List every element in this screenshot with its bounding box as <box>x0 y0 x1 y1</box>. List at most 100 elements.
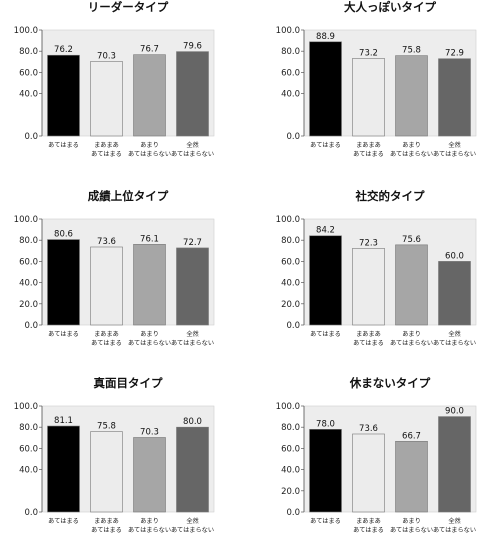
x-tick-label: あてはまる <box>310 142 341 149</box>
y-tick-label: 40.0 <box>281 279 300 289</box>
y-tick-label: 60.0 <box>19 257 38 267</box>
bar <box>309 41 342 137</box>
bar-chart-4: 社交的タイプ 0.0 20.0 40.0 60.0 80.0 100.0 84.2 あてはまる 7… <box>276 189 477 347</box>
x-tick-label: あてはまる <box>310 331 341 338</box>
x-tick-label: あまりあてはまらない <box>128 331 171 347</box>
data-label: 72.7 <box>183 238 202 248</box>
x-tick-label: あまりあてはまらない <box>390 142 433 158</box>
y-tick-label: 80.0 <box>281 47 300 57</box>
y-tick-label: 60.0 <box>281 444 300 454</box>
y-tick-label: 0.0 <box>286 321 300 331</box>
bar <box>133 54 166 137</box>
bar <box>47 54 80 137</box>
x-tick-label: まあまああてはまる <box>91 142 122 158</box>
y-tick-label: 60.0 <box>19 68 38 78</box>
bar <box>176 247 209 326</box>
x-tick-label: 全然あてはまらない <box>171 141 214 158</box>
y-tick-label: 100.0 <box>276 402 300 412</box>
x-tick-label: 全然あてはまらない <box>171 517 214 534</box>
y-tick-label: 60.0 <box>281 257 300 267</box>
x-tick-label: あてはまる <box>48 331 79 338</box>
data-label: 73.6 <box>97 237 116 247</box>
bar <box>90 61 123 137</box>
bar <box>309 235 342 326</box>
y-tick-label: 40.0 <box>19 279 38 289</box>
y-tick-label: 40.0 <box>281 90 300 100</box>
x-tick-label: あてはまる <box>48 518 79 525</box>
data-label: 70.3 <box>140 427 159 437</box>
data-label: 84.2 <box>316 226 335 236</box>
y-tick-label: 20.0 <box>281 487 300 497</box>
y-tick-label: 80.0 <box>281 236 300 246</box>
bar <box>352 433 385 513</box>
data-label: 78.0 <box>316 419 335 429</box>
chart-title: 大人っぽいタイプ <box>344 0 436 14</box>
y-tick-label: 40.0 <box>19 90 38 100</box>
data-label: 76.2 <box>54 45 73 55</box>
bar <box>47 425 80 513</box>
x-tick-label: 全然あてはまらない <box>433 141 476 158</box>
bar-chart-5: 真面目タイプ 0.0 40.0 60.0 80.0 100.0 81.1 あてはまる 75.8 ま… <box>14 376 215 534</box>
bar-chart-2: 大人っぽいタイプ 0.0 40.0 60.0 80.0 100.0 88.9 あてはまる 73.… <box>276 0 477 158</box>
x-tick-label: あまりあてはまらない <box>390 331 433 347</box>
y-tick-label: 60.0 <box>281 68 300 78</box>
data-label: 76.1 <box>140 234 159 244</box>
y-tick-label: 0.0 <box>24 321 38 331</box>
chart-title: リーダータイプ <box>88 0 169 14</box>
bar <box>438 261 471 326</box>
y-tick-label: 100.0 <box>14 402 38 412</box>
chart-title: 休まないタイプ <box>349 376 431 390</box>
y-tick-label: 20.0 <box>19 300 38 310</box>
data-label: 79.6 <box>183 42 202 52</box>
bar <box>47 239 80 326</box>
bar <box>395 440 428 513</box>
bar <box>438 416 471 513</box>
bar <box>438 58 471 137</box>
x-tick-label: あてはまる <box>310 518 341 525</box>
x-tick-label: 全然あてはまらない <box>433 517 476 534</box>
bar <box>395 55 428 137</box>
chart-title: 真面目タイプ <box>94 376 163 390</box>
bar-chart-6: 休まないタイプ 0.0 20.0 40.0 60.0 80.0 100.0 78.0 あてはまる… <box>276 376 477 534</box>
bar <box>90 246 123 326</box>
y-tick-label: 0.0 <box>24 508 38 518</box>
x-tick-label: まあまああてはまる <box>353 518 384 534</box>
data-label: 88.9 <box>316 32 335 42</box>
bar <box>176 51 209 137</box>
data-label: 75.8 <box>402 46 421 56</box>
y-tick-label: 100.0 <box>276 26 300 36</box>
data-label: 73.2 <box>359 48 378 58</box>
data-label: 72.9 <box>445 49 464 59</box>
y-tick-label: 20.0 <box>281 300 300 310</box>
y-tick-label: 80.0 <box>19 47 38 57</box>
bar-chart-3: 成績上位タイプ 0.0 20.0 40.0 60.0 80.0 100.0 80.6 あてはまる… <box>14 189 215 347</box>
data-label: 75.8 <box>97 422 116 432</box>
x-tick-label: 全然あてはまらない <box>433 330 476 347</box>
y-tick-label: 100.0 <box>14 215 38 225</box>
y-tick-label: 100.0 <box>276 215 300 225</box>
data-label: 80.0 <box>183 417 202 427</box>
x-tick-label: あまりあてはまらない <box>128 142 171 158</box>
x-tick-label: 全然あてはまらない <box>171 330 214 347</box>
bar <box>352 58 385 137</box>
y-tick-label: 40.0 <box>281 466 300 476</box>
data-label: 66.7 <box>402 431 421 441</box>
x-tick-label: まあまああてはまる <box>91 518 122 534</box>
x-tick-label: あてはまる <box>48 142 79 149</box>
y-tick-label: 80.0 <box>281 423 300 433</box>
x-tick-label: まあまああてはまる <box>353 331 384 347</box>
x-tick-label: あまりあてはまらない <box>128 518 171 534</box>
bar <box>90 431 123 513</box>
bar <box>133 244 166 326</box>
data-label: 80.6 <box>54 230 73 240</box>
data-label: 75.6 <box>402 235 421 245</box>
data-label: 73.6 <box>359 424 378 434</box>
data-label: 90.0 <box>445 407 464 417</box>
y-tick-label: 100.0 <box>14 26 38 36</box>
data-label: 76.7 <box>140 45 159 55</box>
x-tick-label: あまりあてはまらない <box>390 518 433 534</box>
data-label: 72.3 <box>359 238 378 248</box>
data-label: 70.3 <box>97 51 116 61</box>
y-tick-label: 80.0 <box>19 236 38 246</box>
